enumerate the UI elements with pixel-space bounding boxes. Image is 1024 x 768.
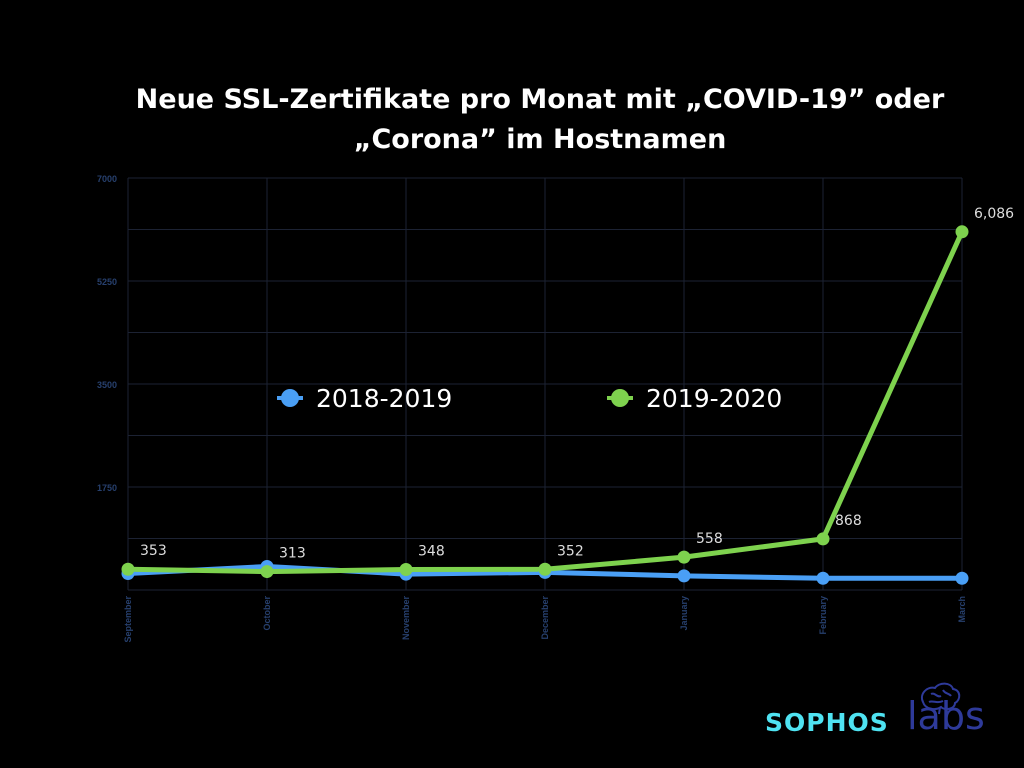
x-tick-label: February (818, 596, 828, 635)
data-point-2019-2020 (260, 565, 274, 579)
legend-label-2018-2019: 2018-2019 (316, 384, 452, 413)
brain-icon (921, 682, 961, 715)
data-point-2019-2020 (121, 562, 135, 576)
data-label: 313 (279, 546, 306, 562)
data-point-2019-2020 (538, 562, 552, 576)
data-point-2019-2020 (955, 225, 969, 239)
data-point-2019-2020 (399, 563, 413, 577)
data-label: 558 (696, 531, 723, 547)
data-label: 6,086 (974, 206, 1014, 222)
y-tick-label: 7000 (97, 174, 117, 184)
sophoslabs-logo: SOPHOS labs (765, 682, 1005, 746)
x-tick-label: January (679, 596, 689, 631)
data-label: 868 (835, 513, 862, 529)
x-tick-label: December (540, 596, 550, 640)
y-tick-label: 3500 (97, 380, 117, 390)
y-tick-label: 1750 (97, 483, 117, 493)
data-label: 352 (557, 543, 584, 559)
data-point-2019-2020 (677, 550, 691, 564)
data-label: 348 (418, 544, 445, 560)
chart-title-line-2: „Corona” im Hostnamen (353, 124, 727, 155)
logo-word-sophos: SOPHOS (765, 708, 889, 737)
logo-word-labs: labs (907, 694, 985, 738)
chart-title-line-1: Neue SSL-Zertifikate pro Monat mit „COVI… (135, 84, 945, 115)
x-tick-label: March (957, 596, 967, 623)
data-label: 353 (140, 543, 167, 559)
y-tick-label: 5250 (97, 277, 117, 287)
x-tick-label: November (401, 596, 411, 641)
legend-marker-2018-2019 (281, 389, 299, 407)
x-tick-label: October (262, 596, 272, 631)
legend-label-2019-2020: 2019-2020 (646, 384, 782, 413)
data-point-2018-2019 (677, 569, 691, 583)
legend-marker-2019-2020 (611, 389, 629, 407)
x-tick-label: September (123, 596, 133, 643)
data-point-2019-2020 (816, 532, 830, 546)
data-point-2018-2019 (955, 571, 969, 585)
data-point-2018-2019 (816, 571, 830, 585)
